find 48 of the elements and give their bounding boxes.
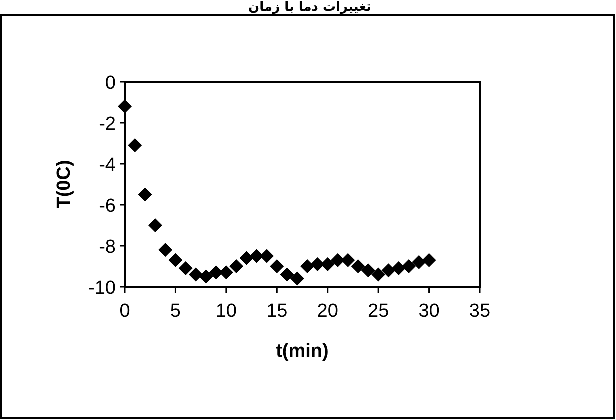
point — [230, 260, 244, 274]
point — [270, 260, 284, 274]
y-tick-label: -10 — [88, 278, 116, 299]
point — [209, 266, 224, 280]
y-tick-label: -6 — [99, 196, 116, 217]
point — [250, 249, 264, 264]
point — [422, 253, 436, 268]
point — [331, 253, 345, 268]
point — [300, 260, 315, 274]
point — [402, 260, 416, 274]
point — [128, 138, 142, 153]
point — [199, 270, 214, 284]
x-axis-title: t(min) — [276, 341, 329, 362]
point — [189, 268, 203, 282]
point — [361, 264, 376, 278]
x-tick-label: 20 — [317, 301, 338, 322]
point — [412, 255, 426, 270]
y-tick-label: -8 — [99, 237, 116, 258]
y-tick-label: 0 — [105, 73, 116, 94]
x-tick-label: 5 — [170, 301, 182, 322]
point — [168, 253, 183, 268]
point — [148, 218, 162, 232]
point — [351, 260, 366, 274]
point — [219, 266, 234, 280]
point — [118, 100, 132, 114]
y-tick-label: -4 — [99, 155, 116, 176]
point — [382, 264, 396, 278]
point — [260, 249, 274, 264]
y-tick-label: -2 — [99, 114, 116, 135]
y-axis-title: T(0C) — [54, 160, 75, 209]
point — [240, 251, 254, 266]
point — [310, 257, 325, 272]
x-tick-label: 25 — [368, 301, 390, 322]
x-tick-label: 0 — [120, 301, 130, 322]
point — [280, 268, 294, 282]
chart-title: تغییرات دما با زمان — [248, 0, 372, 15]
point — [158, 243, 173, 258]
x-tick-label: 30 — [418, 301, 440, 322]
x-tick-label: 10 — [216, 301, 237, 322]
point — [290, 272, 304, 286]
point — [372, 268, 386, 282]
point — [138, 188, 152, 202]
x-tick-label: 35 — [469, 301, 491, 322]
x-tick-label: 15 — [266, 301, 288, 322]
point — [320, 257, 335, 272]
point — [341, 253, 356, 268]
point — [392, 262, 406, 276]
point — [178, 262, 193, 276]
